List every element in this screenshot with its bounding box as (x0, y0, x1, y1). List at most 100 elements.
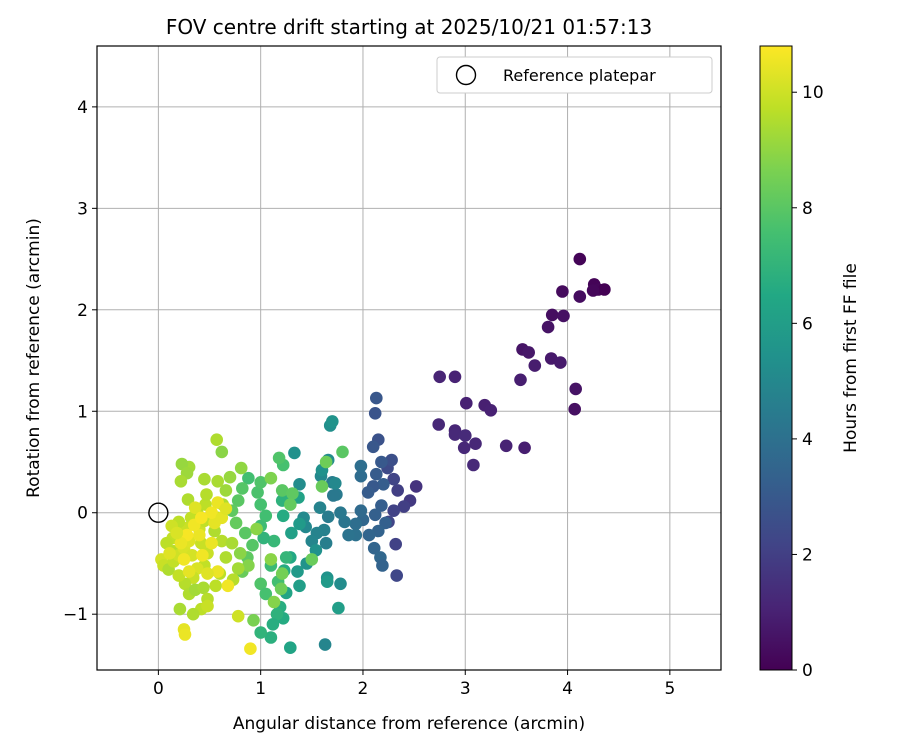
data-point (264, 471, 278, 485)
colorbar-tick-label: 0 (802, 661, 813, 681)
data-point (275, 567, 289, 580)
x-axis-label: Angular distance from reference (arcmin) (233, 714, 585, 734)
data-point (198, 472, 211, 486)
data-point (233, 547, 247, 560)
data-point (375, 499, 388, 512)
data-point (354, 459, 368, 473)
data-point (391, 484, 405, 497)
data-point (251, 486, 264, 499)
data-point (329, 477, 342, 490)
y-tick-label: 4 (77, 98, 88, 118)
x-axis-ticks: 0 1 2 3 4 5 (153, 670, 675, 699)
data-point (448, 370, 462, 384)
data-point (336, 445, 349, 459)
data-point (334, 577, 347, 591)
y-tick-label: 3 (77, 199, 88, 219)
colorbar-gradient (759, 45, 793, 671)
colorbar-label: Hours from first FF file (841, 263, 861, 453)
data-point (259, 509, 273, 523)
data-point (321, 510, 335, 524)
data-point (234, 461, 248, 475)
data-point (170, 526, 184, 540)
x-tick-label: 2 (358, 679, 369, 699)
data-point (195, 511, 208, 525)
data-point (409, 480, 423, 493)
data-point (284, 641, 297, 654)
data-point (181, 493, 195, 506)
colorbar-tick-label: 6 (802, 314, 813, 334)
data-point (163, 547, 176, 560)
colorbar-tick-label: 8 (802, 199, 813, 219)
data-point (315, 480, 329, 493)
data-point (387, 504, 401, 517)
data-point (175, 457, 189, 471)
data-point (361, 486, 375, 499)
data-point (254, 498, 267, 511)
y-axis-label: Rotation from reference (arcmin) (24, 218, 44, 498)
data-point (397, 500, 411, 513)
y-tick-label: 0 (77, 504, 88, 524)
y-axis-ticks: −1 0 1 2 3 4 (63, 98, 97, 625)
data-point (332, 601, 345, 615)
data-point (177, 553, 191, 566)
data-point (250, 522, 263, 536)
data-point (319, 536, 333, 550)
data-point (389, 537, 403, 551)
data-point (215, 534, 229, 548)
data-point (174, 475, 188, 488)
data-point (219, 502, 233, 515)
data-point (556, 285, 569, 298)
x-tick-label: 0 (153, 679, 164, 699)
y-tick-label: 1 (77, 402, 88, 422)
data-point (291, 565, 304, 578)
data-point (514, 373, 527, 387)
data-point (259, 587, 273, 601)
data-point (284, 498, 297, 511)
data-point (193, 528, 206, 542)
data-point (186, 607, 200, 621)
data-point (354, 504, 368, 517)
data-point (305, 553, 319, 566)
reference-marker-layer (148, 502, 169, 523)
data-point (223, 470, 237, 484)
data-point (293, 517, 306, 531)
data-point (160, 536, 173, 550)
data-point (264, 553, 278, 566)
data-point (182, 565, 196, 578)
data-point (210, 433, 223, 447)
data-point (286, 487, 299, 500)
data-point (272, 451, 286, 465)
data-point (390, 569, 404, 582)
data-point (178, 628, 192, 641)
data-point (367, 541, 381, 555)
data-point (545, 308, 559, 322)
data-point (459, 429, 472, 442)
x-tick-label: 4 (562, 679, 573, 699)
data-point (499, 439, 513, 453)
data-point (377, 478, 390, 491)
reference-platepar-marker (148, 502, 169, 523)
data-point (376, 559, 389, 572)
data-point (568, 402, 581, 416)
data-point (370, 467, 383, 481)
data-point (586, 284, 600, 297)
legend-box (436, 56, 713, 94)
data-point (457, 441, 471, 455)
x-tick-label: 5 (664, 679, 675, 699)
data-point (433, 370, 447, 384)
data-point (197, 581, 210, 595)
data-point (573, 290, 587, 303)
data-point (246, 538, 259, 552)
data-point (231, 562, 245, 575)
data-point (231, 609, 245, 623)
data-point (293, 478, 306, 491)
data-point (327, 489, 340, 502)
data-point (219, 551, 233, 564)
data-point (349, 517, 363, 531)
data-point (334, 506, 347, 519)
data-point (279, 551, 293, 564)
data-point (522, 346, 535, 359)
data-point (225, 536, 239, 550)
colorbar-tick-label: 10 (802, 83, 824, 103)
